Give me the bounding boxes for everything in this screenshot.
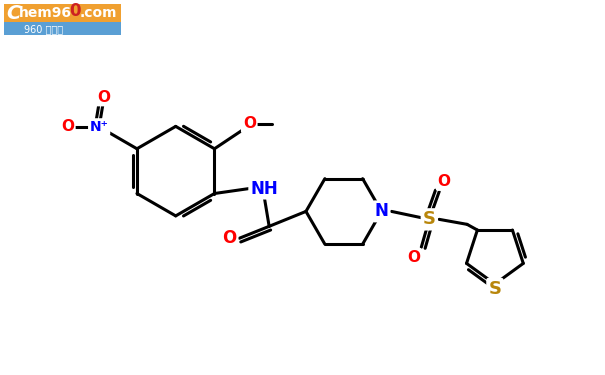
Text: O: O xyxy=(243,116,256,131)
Text: NH: NH xyxy=(250,180,278,198)
Text: 960 化工网: 960 化工网 xyxy=(24,24,63,34)
Text: hem96: hem96 xyxy=(19,6,71,20)
Text: O: O xyxy=(222,229,237,247)
FancyBboxPatch shape xyxy=(4,22,121,35)
Text: O: O xyxy=(407,250,420,265)
Text: C: C xyxy=(7,3,21,22)
Text: S: S xyxy=(488,280,502,298)
Text: 0: 0 xyxy=(70,2,81,20)
Text: O: O xyxy=(437,174,451,189)
Text: O: O xyxy=(97,90,111,105)
FancyBboxPatch shape xyxy=(4,4,121,22)
Text: N: N xyxy=(374,202,388,220)
Text: N⁺: N⁺ xyxy=(90,120,108,134)
Text: O: O xyxy=(61,119,74,134)
Text: .com: .com xyxy=(79,6,117,20)
Text: S: S xyxy=(423,210,436,228)
